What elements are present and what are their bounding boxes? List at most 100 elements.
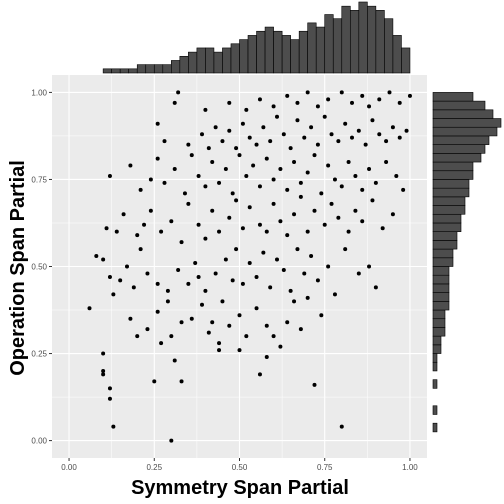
x-axis-ticks: 0.00 0.25 0.50 0.75 1.00 [61, 458, 418, 472]
data-point [305, 295, 310, 300]
data-point [336, 215, 341, 220]
data-point [278, 167, 283, 172]
data-point [155, 121, 160, 126]
y-histogram-bar [432, 361, 438, 372]
y-histogram-bar [432, 109, 494, 119]
data-point [367, 104, 372, 109]
data-point [244, 334, 249, 339]
data-point [384, 139, 389, 144]
data-point [244, 107, 249, 112]
y-histogram-bar [432, 170, 474, 180]
data-point [189, 316, 194, 321]
y-histogram-bar [432, 379, 438, 389]
data-point [305, 170, 310, 175]
data-point [162, 180, 167, 185]
data-point [111, 424, 116, 429]
data-point [281, 132, 286, 137]
data-point [271, 334, 276, 339]
x-tick-label: 0.75 [317, 463, 333, 472]
data-point [234, 198, 239, 203]
y-axis-title: Operation Span Partial [7, 160, 29, 376]
data-point [353, 173, 358, 178]
data-point [319, 191, 324, 196]
data-point [367, 264, 372, 269]
data-point [169, 334, 174, 339]
data-point [179, 240, 184, 245]
y-histogram-bar [432, 205, 466, 215]
data-point [121, 212, 126, 217]
data-point [268, 285, 273, 290]
y-histogram-bar [432, 240, 458, 250]
data-point [223, 257, 228, 262]
data-point [285, 233, 290, 238]
y-histogram-bar [432, 422, 438, 433]
data-point [101, 257, 106, 262]
data-point [254, 142, 259, 147]
x-histogram-bar [307, 22, 317, 74]
data-point [305, 90, 310, 95]
data-point [200, 302, 204, 307]
data-point [162, 139, 167, 144]
x-histogram-bar [102, 68, 112, 74]
data-point [179, 320, 184, 325]
x-histogram-bar [239, 39, 249, 74]
data-point [210, 160, 215, 165]
data-point [145, 271, 150, 276]
data-point [169, 438, 174, 443]
data-point [189, 153, 194, 158]
data-point [101, 368, 106, 373]
x-tick-label: 0.00 [61, 463, 77, 472]
y-histogram-bar [432, 274, 450, 285]
data-point [285, 187, 290, 192]
y-histogram-bar [432, 257, 454, 267]
data-point [315, 104, 320, 109]
data-point [179, 379, 184, 384]
x-histogram-bar [281, 35, 291, 74]
data-point [200, 132, 204, 137]
data-point [309, 254, 314, 259]
data-point [237, 153, 242, 158]
data-point [206, 146, 211, 151]
data-point [295, 118, 300, 123]
y-histogram-bar [432, 266, 450, 276]
data-point [278, 344, 283, 349]
data-point [343, 247, 348, 252]
x-histogram-bar [315, 26, 326, 74]
y-histogram-bar [432, 161, 474, 172]
data-point [237, 348, 242, 353]
data-points [87, 90, 412, 443]
data-point [227, 100, 232, 105]
x-histogram-bar [392, 35, 402, 74]
data-point [203, 107, 208, 112]
data-point [203, 236, 208, 241]
data-point [186, 201, 191, 206]
data-point [217, 180, 222, 185]
data-point [271, 177, 276, 182]
data-point [377, 97, 382, 102]
data-point [298, 194, 303, 199]
data-point [230, 191, 235, 196]
data-point [322, 222, 327, 227]
x-histogram-bar [179, 55, 189, 74]
y-histogram-bar [432, 179, 470, 189]
data-point [309, 125, 314, 130]
data-point [152, 379, 157, 384]
x-histogram-bar [332, 18, 343, 74]
data-point [135, 334, 140, 339]
data-point [292, 160, 297, 165]
data-point [101, 372, 106, 377]
data-point [339, 424, 344, 429]
data-point [390, 212, 395, 217]
x-histogram-bar [171, 60, 181, 74]
data-point [343, 121, 348, 126]
data-point [217, 341, 222, 346]
data-point [305, 229, 310, 234]
y-histogram-bar [432, 196, 466, 206]
data-point [288, 146, 293, 151]
data-point [240, 281, 245, 286]
marginal-x-histogram [102, 1, 411, 74]
data-point [275, 257, 279, 262]
data-point [234, 247, 239, 252]
x-histogram-bar [247, 35, 257, 74]
data-point [353, 208, 358, 213]
